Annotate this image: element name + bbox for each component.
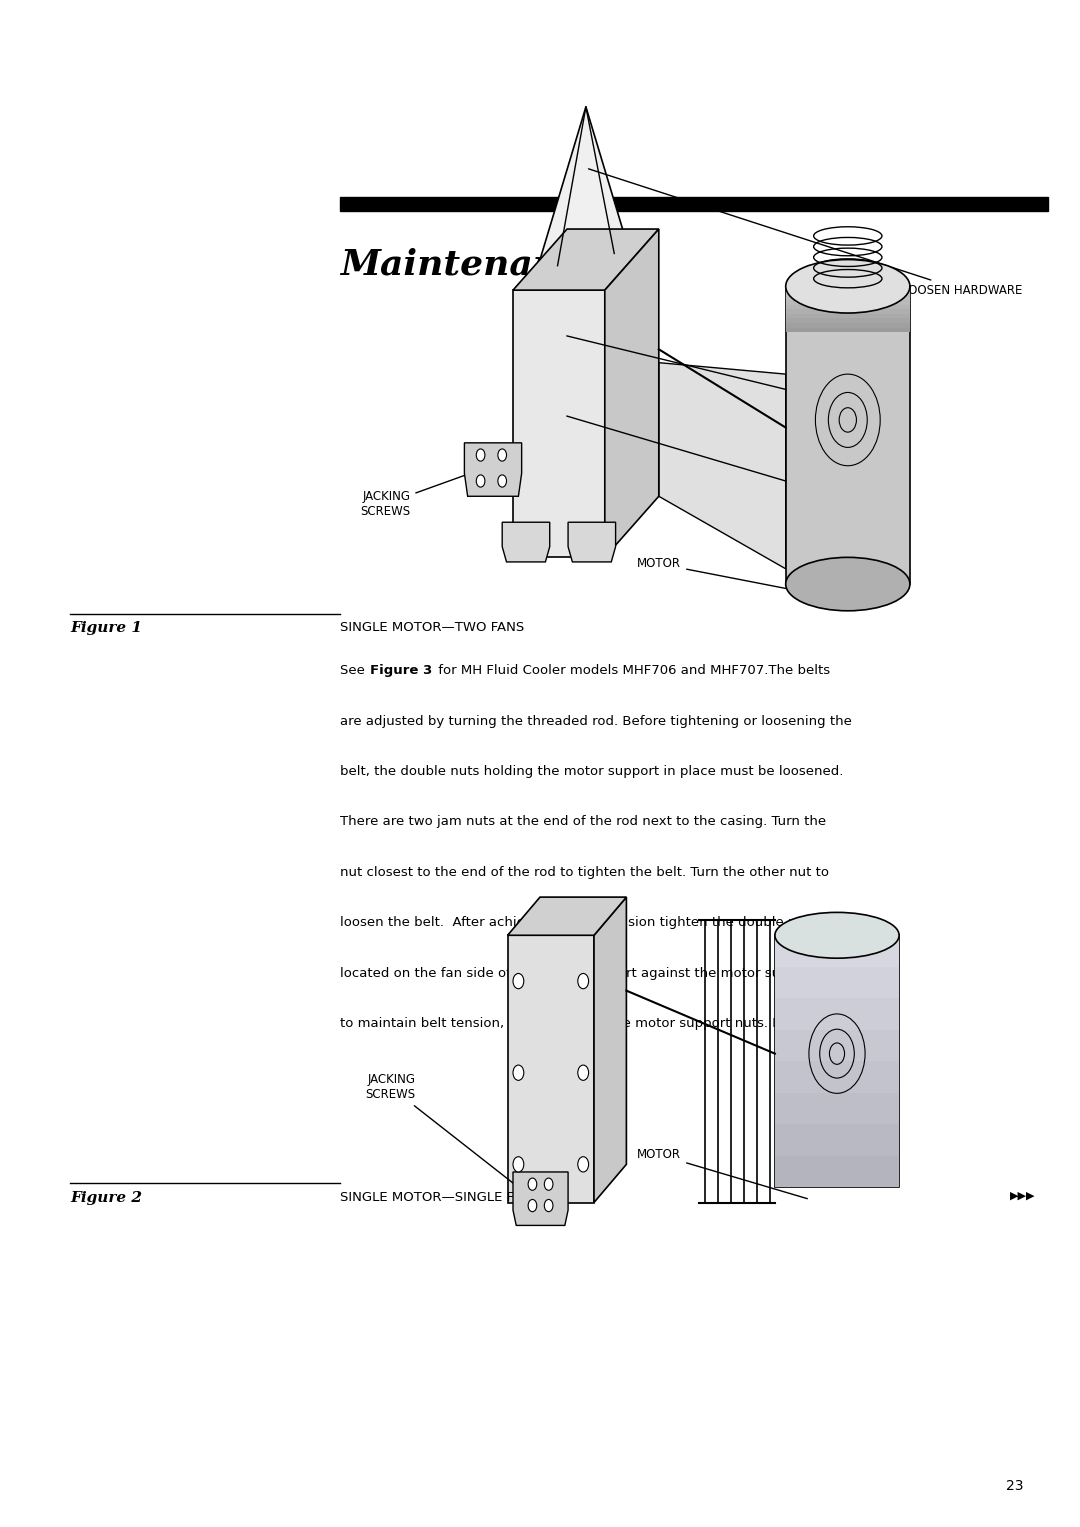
Bar [775,935,899,1188]
Text: Figure 1: Figure 1 [70,621,143,635]
Circle shape [513,1066,524,1081]
Text: SINGLE MOTOR—SINGLE FAN: SINGLE MOTOR—SINGLE FAN [340,1191,532,1205]
Bar [786,287,910,290]
Text: to maintain belt tension, then retighten the motor support nuts. Ideal ten-: to maintain belt tension, then retighten… [340,1017,836,1031]
Bar [786,319,910,324]
Polygon shape [513,1173,568,1225]
Text: JACKING
SCREWS: JACKING SCREWS [361,467,489,518]
Polygon shape [464,443,522,496]
Circle shape [498,475,507,487]
Text: located on the fan side of the motor support against the motor support: located on the fan side of the motor sup… [340,967,816,980]
Text: LOOSEN HARDWARE: LOOSEN HARDWARE [589,169,1022,296]
Bar [786,296,910,299]
Bar [786,310,910,315]
Bar [775,1124,899,1156]
Polygon shape [513,290,605,557]
Polygon shape [508,898,626,935]
Text: JACKING
SCREWS: JACKING SCREWS [366,1073,536,1200]
Bar [775,1093,899,1124]
Circle shape [513,1157,524,1173]
Circle shape [513,974,524,989]
Text: loosen the belt.  After achieving proper tension tighten the double nuts: loosen the belt. After achieving proper … [340,916,818,930]
Bar [775,967,899,999]
Bar [786,287,910,585]
Polygon shape [568,522,616,562]
Bar [508,935,594,1203]
Polygon shape [540,107,632,260]
Circle shape [528,1179,537,1191]
Bar [786,328,910,331]
Polygon shape [502,522,550,562]
Bar [775,1156,899,1188]
Bar [786,301,910,305]
Text: Figure 2: Figure 2 [70,1191,143,1205]
Ellipse shape [775,913,899,959]
Circle shape [578,1157,589,1173]
Polygon shape [513,229,659,290]
Text: are adjusted by turning the threaded rod. Before tightening or loosening the: are adjusted by turning the threaded rod… [340,715,852,728]
Text: for MH Fluid Cooler models MHF706 and MHF707.The belts: for MH Fluid Cooler models MHF706 and MH… [434,664,831,678]
Bar [775,999,899,1029]
Polygon shape [594,898,626,1203]
Text: 23: 23 [1007,1480,1024,1493]
Text: There are two jam nuts at the end of the rod next to the casing. Turn the: There are two jam nuts at the end of the… [340,815,826,829]
Circle shape [528,1200,537,1212]
Circle shape [476,449,485,461]
Text: belt, the double nuts holding the motor support in place must be loosened.: belt, the double nuts holding the motor … [340,765,843,779]
Bar [786,290,910,296]
Text: MOTOR: MOTOR [637,1148,808,1199]
Text: nut closest to the end of the rod to tighten the belt. Turn the other nut to: nut closest to the end of the rod to tig… [340,866,829,880]
Bar [775,1061,899,1093]
Ellipse shape [786,557,910,611]
Circle shape [476,475,485,487]
Bar [775,1029,899,1061]
Text: Figure 3: Figure 3 [370,664,433,678]
Circle shape [544,1179,553,1191]
Text: See: See [340,664,369,678]
Text: SINGLE MOTOR—TWO FANS: SINGLE MOTOR—TWO FANS [340,621,525,635]
Ellipse shape [786,260,910,313]
Circle shape [578,974,589,989]
Text: Maintenance: Maintenance [340,247,604,281]
Text: ▶▶▶: ▶▶▶ [1010,1191,1036,1202]
Bar [340,197,1048,211]
Circle shape [578,1066,589,1081]
Polygon shape [659,362,786,570]
Bar [786,305,910,308]
Bar [775,935,899,967]
Polygon shape [605,229,659,557]
Circle shape [544,1200,553,1212]
Text: MOTOR: MOTOR [637,557,823,596]
Bar [786,324,910,328]
Bar [786,315,910,319]
Circle shape [498,449,507,461]
